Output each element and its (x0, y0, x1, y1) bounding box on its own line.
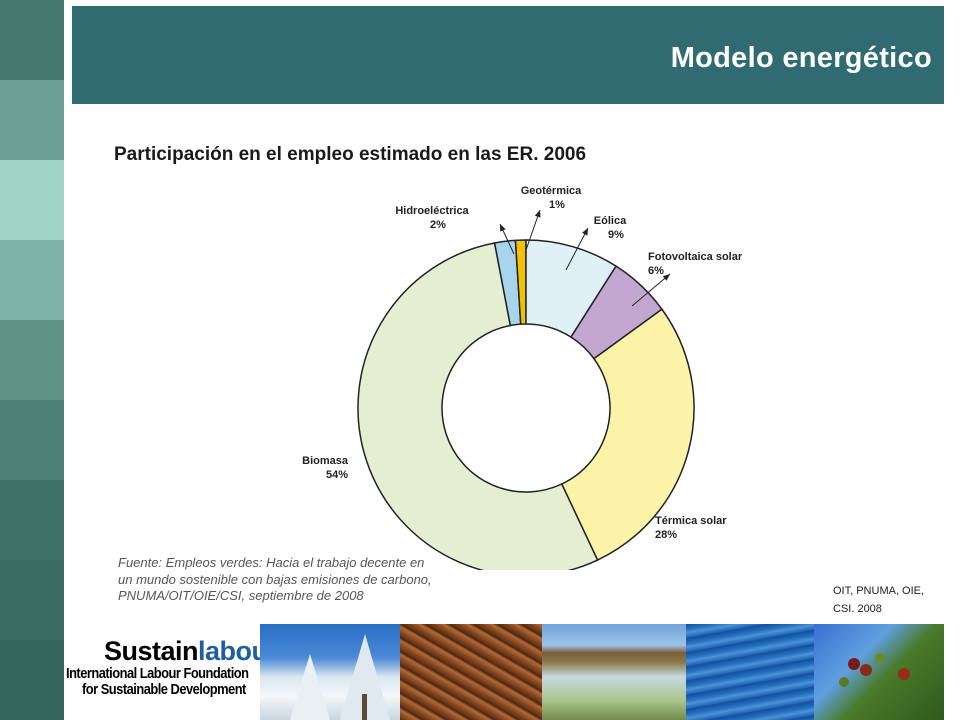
slice-label: Térmica solar (655, 515, 727, 527)
photo-marsh-lake (542, 624, 686, 720)
citation-line: OIT, PNUMA, OIE, (833, 585, 925, 597)
chart-title: Participación en el empleo estimado en l… (114, 144, 587, 165)
leader-line (631, 273, 671, 307)
slice-value-label: 6% (648, 265, 664, 277)
header-band: Modelo energético (72, 6, 944, 104)
slice-label: Eólica (594, 215, 627, 227)
source-note-line: un mundo sostenible con bajas emisiones … (118, 571, 432, 587)
leader-arrowhead (662, 274, 670, 281)
photo-strip (260, 624, 944, 720)
photo-firewood (400, 624, 542, 720)
logo-tagline-line2: for Sustainable Development (82, 681, 246, 698)
slice-label: Biomasa (302, 455, 349, 467)
slice-value-label: 2% (430, 219, 446, 231)
photo-water-surface (686, 624, 814, 720)
photo-coffee-plant (814, 624, 944, 720)
donut-slice-biomasa (357, 242, 599, 570)
sustainlabour-logo: Sustainlabour (104, 636, 278, 667)
slice-label: Geotérmica (521, 185, 582, 197)
citation-line: CSI. 2008 (833, 603, 882, 615)
leader-line (565, 227, 589, 271)
donut-slice-termica-solar (560, 308, 695, 562)
leader-arrowhead (534, 210, 541, 218)
slice-label: Fotovoltaica solar (648, 251, 743, 263)
source-note-line: Fuente: Empleos verdes: Hacia el trabajo… (118, 555, 425, 570)
logo-tagline-line1: International Labour Foundation (66, 665, 249, 682)
slice-value-label: 28% (655, 529, 677, 541)
slice-value-label: 54% (326, 469, 348, 481)
photo-snowy-trees (260, 624, 400, 720)
decorative-side-stripe (0, 0, 64, 720)
slice-value-label: 1% (549, 199, 565, 211)
logo-word-main: Sustain (104, 636, 199, 666)
leader-arrowhead (500, 224, 506, 232)
source-note: Fuente: Empleos verdes: Hacia el trabajo… (118, 555, 448, 605)
source-note-line: PNUMA/OIT/OIE/CSI, septiembre de 2008 (118, 588, 364, 603)
leader-arrowhead (582, 228, 588, 236)
donut-chart: Hidroeléctrica 2% Geotérmica 1% Eólica 9% Foto… (302, 185, 743, 570)
slice-value-label: 9% (608, 229, 624, 241)
citation: OIT, PNUMA, OIE, CSI. 2008 (833, 582, 953, 618)
leader-line (525, 209, 541, 251)
slice-label: Hidroeléctrica (395, 205, 469, 217)
slide-title: Modelo energético (670, 42, 932, 74)
